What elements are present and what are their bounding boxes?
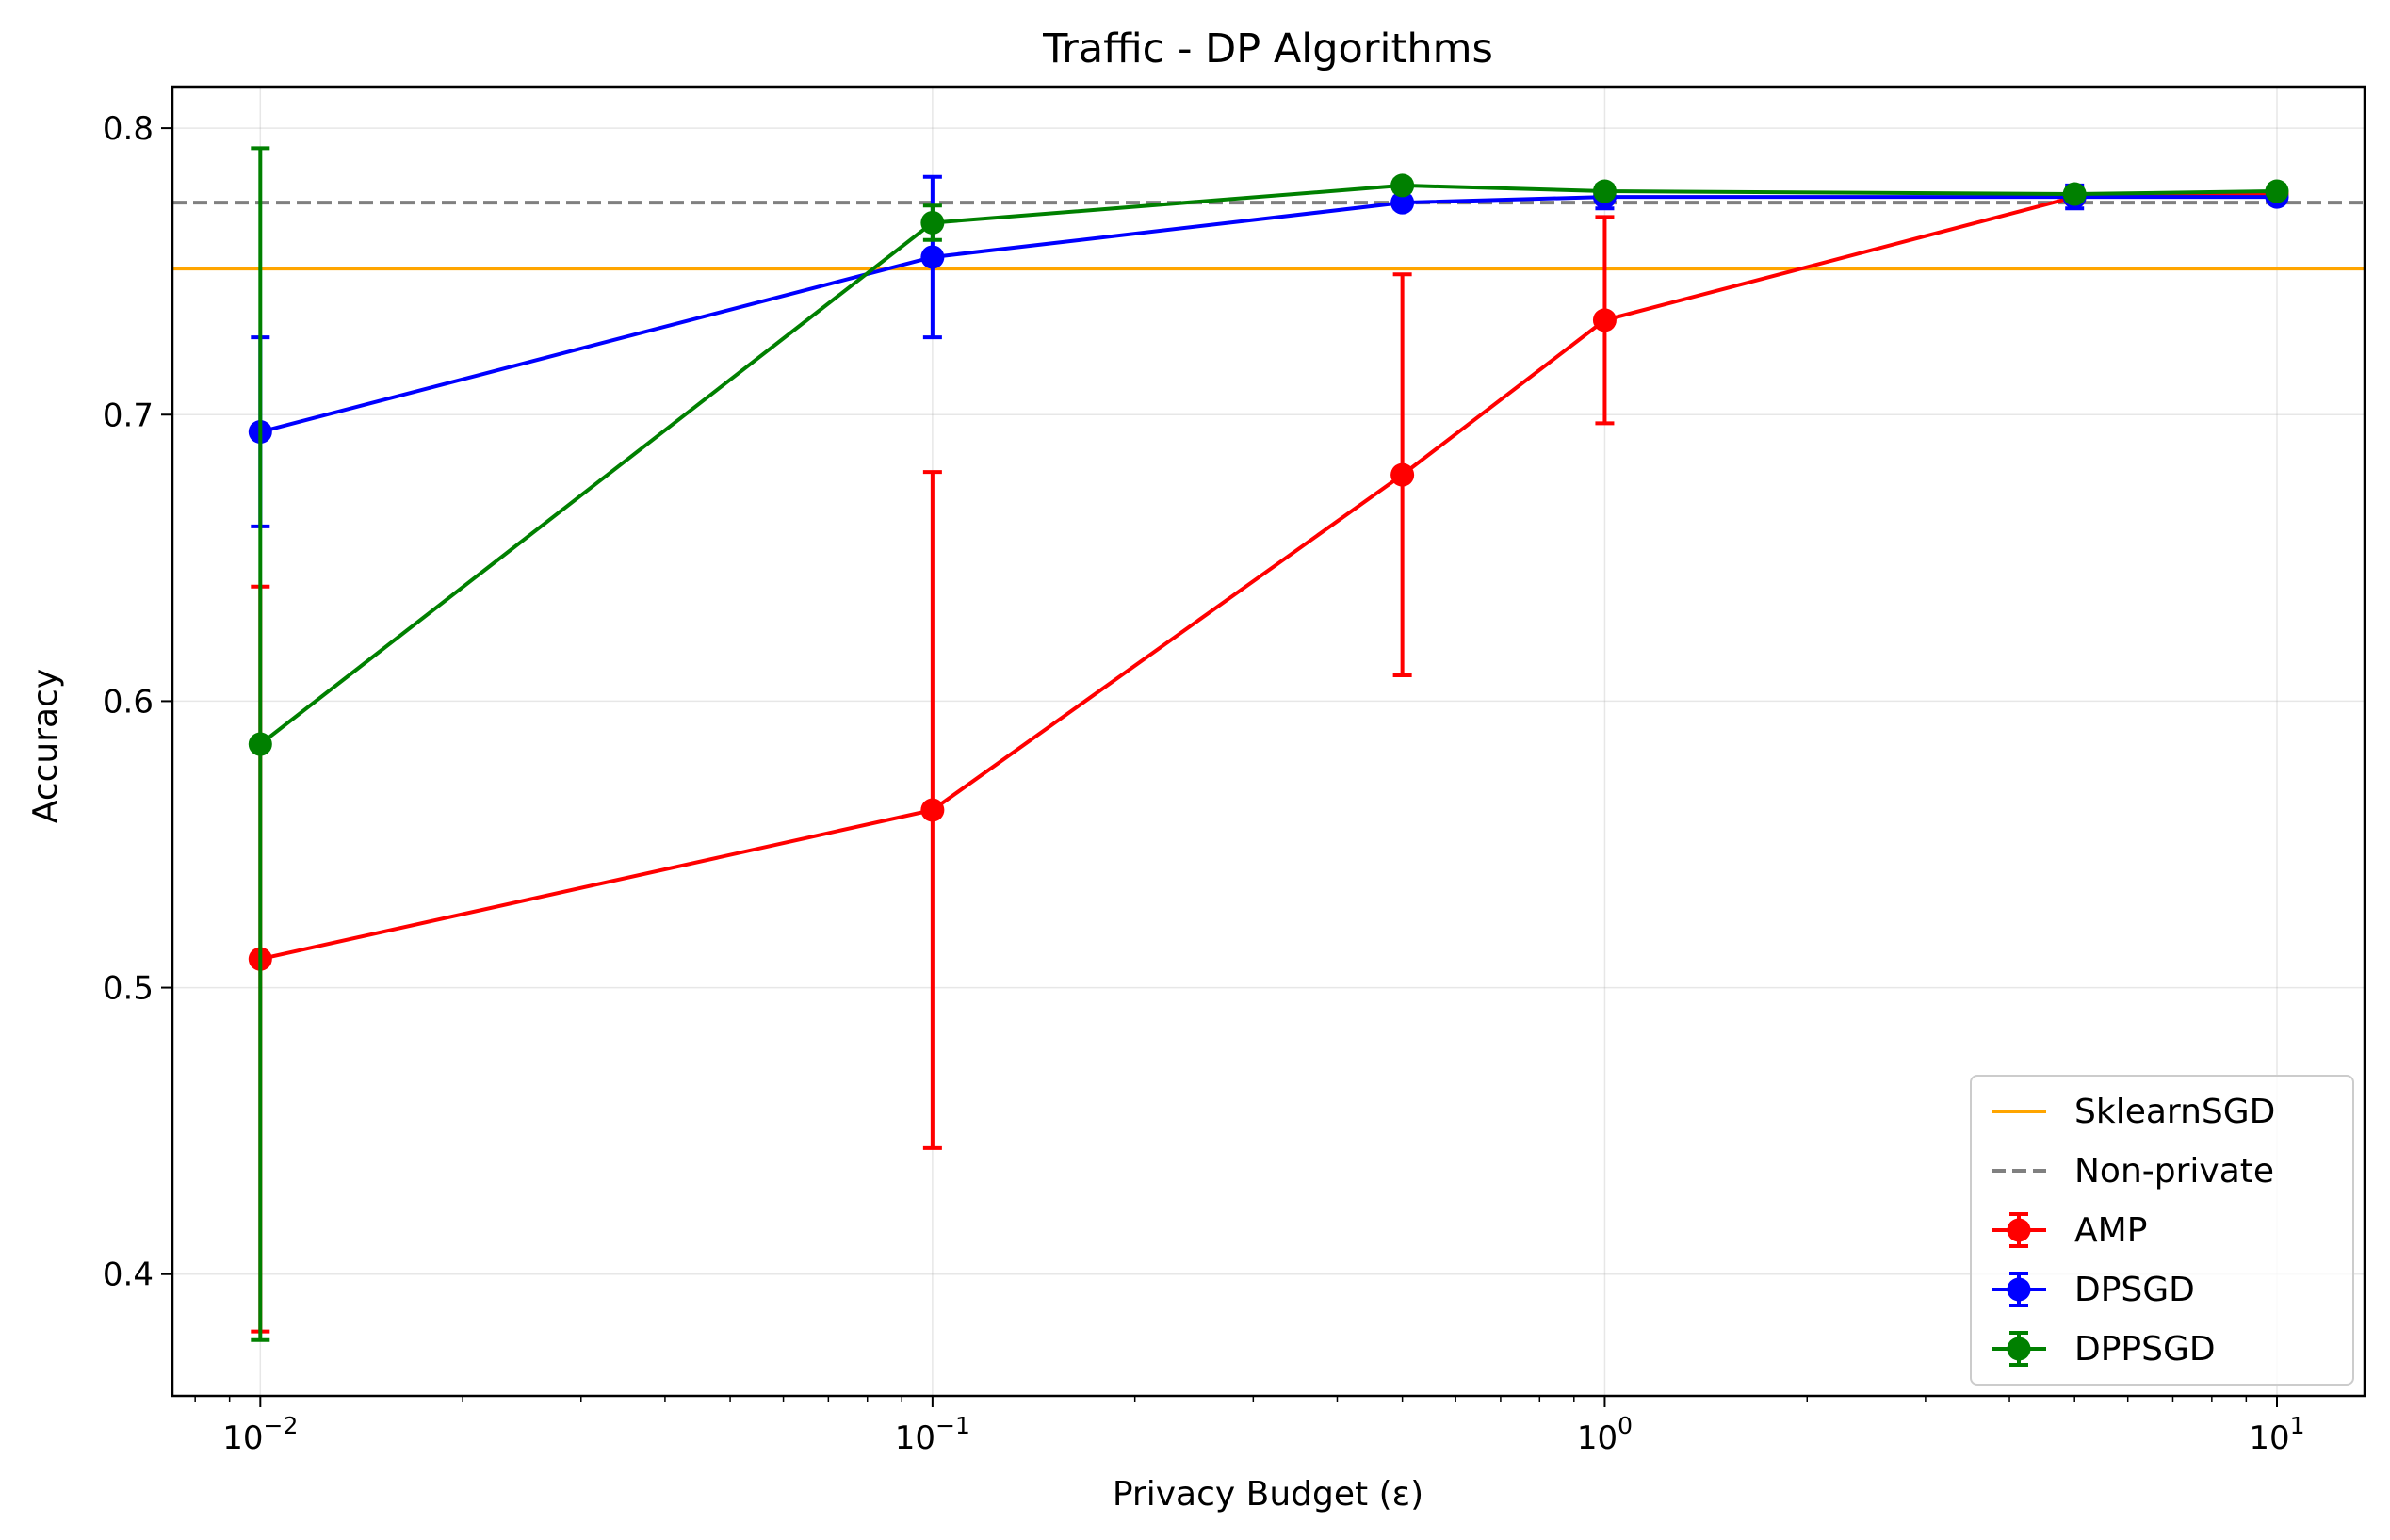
legend-box xyxy=(1970,1075,2354,1386)
x-tick-label: 101 xyxy=(2249,1412,2304,1457)
legend: SklearnSGD Non-private AMP DPSGD DPPSGD xyxy=(1970,1075,2354,1386)
dppsgd-point xyxy=(2265,179,2289,203)
legend-label: AMP xyxy=(2074,1211,2147,1250)
plot-frame xyxy=(171,85,2366,1398)
y-axis: 0.4 0.5 0.6 0.7 0.8 xyxy=(103,110,172,1294)
x-tick-label-base: 10 xyxy=(2249,1419,2289,1457)
x-tick-label-base: 10 xyxy=(222,1419,263,1457)
y-tick-label: 0.5 xyxy=(103,970,154,1008)
x-tick-label: 10−2 xyxy=(222,1412,298,1457)
legend-label: SklearnSGD xyxy=(2074,1093,2275,1131)
dppsgd-point xyxy=(920,210,945,235)
dppsgd-point xyxy=(2062,182,2087,206)
x-tick-label-exponent: 1 xyxy=(2290,1412,2305,1439)
legend-label: DPPSGD xyxy=(2074,1330,2216,1369)
chart-title: Traffic - DP Algorithms xyxy=(1042,25,1493,73)
y-tick-label: 0.6 xyxy=(103,683,154,721)
series-dpsgd xyxy=(248,174,2289,528)
amp-point xyxy=(1592,308,1617,332)
x-axis: 10−2 10−1 100 101 xyxy=(194,1396,2305,1457)
x-tick-label-base: 10 xyxy=(895,1419,935,1457)
dppsgd-point xyxy=(248,732,272,756)
legend-swatch-marker xyxy=(2007,1218,2031,1242)
amp-point xyxy=(920,798,945,822)
legend-entry-non-private: Non-private xyxy=(1992,1152,2274,1191)
amp-line xyxy=(259,192,2278,962)
series-dppsgd xyxy=(248,146,2289,1342)
x-tick-label-base: 10 xyxy=(1577,1419,1618,1457)
dppsgd-point xyxy=(1592,179,1617,203)
x-tick-label-exponent: 0 xyxy=(1618,1412,1633,1439)
dpsgd-point xyxy=(1390,190,1415,215)
amp-point xyxy=(1390,462,1415,487)
series-group xyxy=(248,146,2289,1342)
legend-swatch-marker xyxy=(2007,1337,2031,1361)
legend-entry-sklearnsgd: SklearnSGD xyxy=(1992,1093,2275,1131)
legend-label: Non-private xyxy=(2074,1152,2274,1191)
legend-swatch-marker xyxy=(2007,1277,2031,1302)
legend-label: DPSGD xyxy=(2074,1271,2195,1309)
x-tick-label-exponent: −2 xyxy=(264,1412,299,1439)
dppsgd-line xyxy=(259,183,2278,746)
reference-lines xyxy=(172,201,2365,271)
x-tick-label: 100 xyxy=(1577,1412,1633,1457)
x-axis-label: Privacy Budget (ε) xyxy=(1113,1475,1423,1514)
legend-entry-dppsgd: DPPSGD xyxy=(1992,1330,2216,1369)
x-tick-label: 10−1 xyxy=(895,1412,970,1457)
dpsgd-line xyxy=(259,195,2277,434)
x-tick-label-exponent: −1 xyxy=(935,1412,970,1439)
legend-entry-amp: AMP xyxy=(1992,1211,2147,1250)
y-tick-label: 0.4 xyxy=(103,1256,154,1294)
y-axis-label: Accuracy xyxy=(26,669,65,823)
dppsgd-point xyxy=(1390,173,1415,198)
dpsgd-point xyxy=(920,245,945,269)
y-tick-label: 0.8 xyxy=(103,110,154,148)
y-tick-label: 0.7 xyxy=(103,397,154,434)
legend-entry-dpsgd: DPSGD xyxy=(1992,1271,2195,1309)
